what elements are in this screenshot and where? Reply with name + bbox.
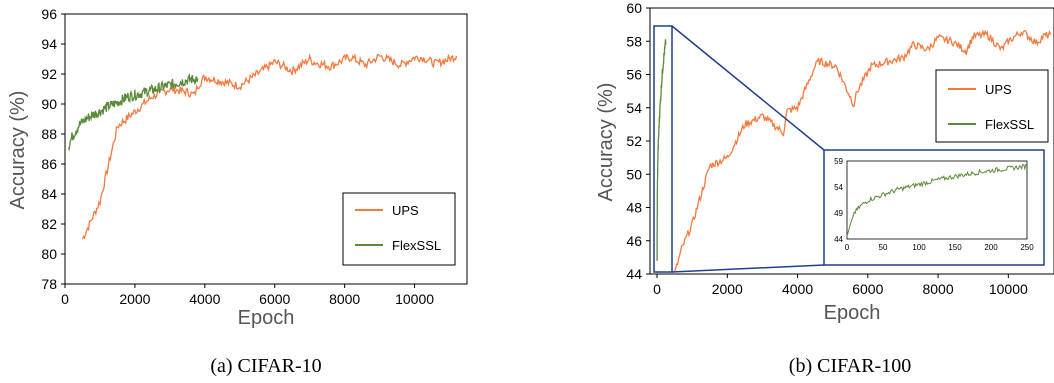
zoom-region-box: [653, 25, 673, 273]
y-tick-label: 58: [626, 33, 642, 49]
chart-cifar10: 78 80 82 84 86 88 90 92 94 96 0 2000 4000 6000 8000 10…: [7, 6, 468, 377]
y-tick-label: 96: [41, 6, 57, 22]
inset-y-tick-label: 44: [834, 235, 843, 244]
legend-box-a: [342, 192, 456, 266]
y-tick-label: 82: [41, 216, 57, 232]
x-tick-label: 4000: [782, 281, 813, 297]
inset-series-line-flexssl: [846, 163, 1028, 237]
y-tick-label: 92: [41, 66, 57, 82]
inset-y-tick-label: 59: [834, 157, 843, 166]
x-tick-label: 2000: [119, 291, 150, 307]
x-tick-label: 8000: [922, 281, 953, 297]
legend-label-ups-b: UPS: [985, 82, 1012, 97]
x-tick-label: 4000: [189, 291, 220, 307]
y-axis-title-b: Accuracy (%): [595, 83, 617, 202]
y-tick-label: 54: [626, 100, 642, 116]
y-tick-label: 78: [41, 276, 57, 292]
series-line-flexssl: [67, 72, 199, 152]
y-tick-label: 84: [41, 186, 57, 202]
x-tick-label: 8000: [329, 291, 360, 307]
inset-x-tick-label: 100: [912, 243, 926, 252]
plot-area-a: [64, 13, 468, 285]
legend-label-flexssl-a: FlexSSL: [392, 238, 441, 253]
y-tick-label: 46: [626, 233, 642, 249]
x-axis-title-a: Epoch: [238, 307, 295, 329]
inset-border: [823, 149, 1045, 266]
zoom-connector-top: [671, 25, 825, 151]
y-tick-label: 56: [626, 67, 642, 83]
x-tick-label: 2000: [712, 281, 743, 297]
caption-a: (a) CIFAR-10: [210, 355, 321, 377]
y-tick-label: 50: [626, 166, 642, 182]
x-tick-label: 6000: [852, 281, 883, 297]
series-line-ups: [81, 53, 458, 240]
y-tick-label: 80: [41, 246, 57, 262]
x-tick-label: 6000: [259, 291, 290, 307]
inset-x-tick-label: 0: [845, 243, 850, 252]
caption-b: (b) CIFAR-100: [789, 355, 911, 377]
y-axis-title-a: Accuracy (%): [7, 91, 29, 210]
inset-plot-area: [846, 160, 1028, 240]
inset-y-tick-label: 54: [834, 183, 843, 192]
y-tick-label: 88: [41, 126, 57, 142]
x-tick-label: 10000: [395, 291, 434, 307]
x-tick-label: 0: [61, 291, 69, 307]
series-line-flexssl: [656, 39, 667, 261]
legend-a: UPS FlexSSL: [342, 192, 456, 266]
y-tick-label: 52: [626, 133, 642, 149]
x-tick-label: 10000: [989, 281, 1028, 297]
inset-x-tick-label: 50: [879, 243, 888, 252]
legend-label-flexssl-b: FlexSSL: [985, 117, 1034, 132]
y-tick-label: 86: [41, 156, 57, 172]
y-tick-label: 90: [41, 96, 57, 112]
legend-box-b: [935, 69, 1049, 143]
legend-b: UPS FlexSSL: [935, 69, 1049, 143]
series-line-ups: [673, 29, 1052, 273]
zoom-connector-bottom: [671, 264, 825, 273]
inset-chart: 44 49 54 59 0 50 100 150 200 250: [823, 149, 1045, 266]
inset-x-tick-label: 250: [1020, 243, 1034, 252]
legend-label-ups-a: UPS: [392, 203, 419, 218]
y-tick-label: 60: [626, 0, 642, 16]
y-tick-label: 94: [41, 36, 57, 52]
x-tick-label: 0: [653, 281, 661, 297]
x-axis-title-b: Epoch: [824, 302, 881, 324]
inset-y-tick-label: 49: [834, 209, 843, 218]
inset-x-tick-label: 200: [984, 243, 998, 252]
y-tick-label: 48: [626, 200, 642, 216]
y-tick-label: 44: [626, 266, 642, 282]
inset-x-tick-label: 150: [948, 243, 962, 252]
